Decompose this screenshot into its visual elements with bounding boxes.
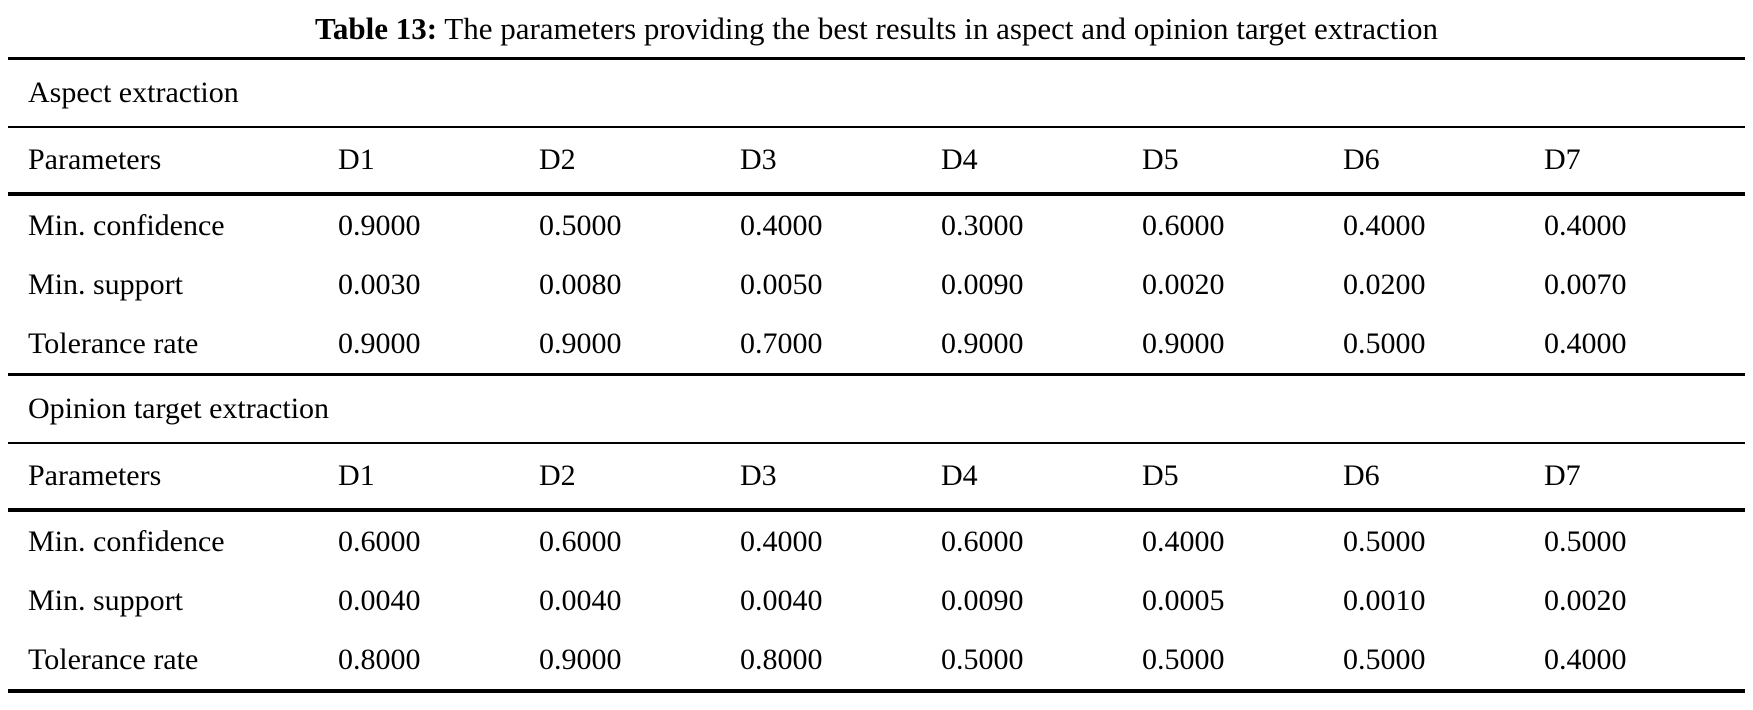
param-label: Min. support — [28, 267, 184, 301]
param-value: 0.9000 — [1141, 326, 1225, 360]
param-value: 0.4000 — [1543, 642, 1627, 676]
param-value: 0.0090 — [940, 583, 1024, 617]
param-value: 0.4000 — [1543, 208, 1627, 242]
column-header-d2: D2 — [539, 459, 576, 493]
param-value: 0.0040 — [539, 583, 622, 617]
column-header-d5: D5 — [1141, 459, 1179, 493]
table-caption: Table 13: The parameters providing the b… — [8, 6, 1745, 57]
column-header-d4: D4 — [940, 459, 978, 493]
param-value: 0.6000 — [1141, 208, 1225, 242]
column-header-d7: D7 — [1543, 459, 1581, 493]
param-label: Min. confidence — [28, 208, 225, 242]
table-row: Min. support 0.0040 0.0040 0.0040 0.0090… — [8, 571, 1745, 630]
table-row: Min. support 0.0030 0.0080 0.0050 0.0090… — [8, 255, 1745, 314]
column-header-parameters: Parameters — [28, 459, 162, 493]
column-header-row: Parameters D1 D2 D3 D4 D5 D6 D7 — [8, 443, 1745, 510]
param-value: 0.6000 — [338, 524, 421, 558]
param-value: 0.0010 — [1342, 583, 1426, 617]
param-value: 0.9000 — [338, 208, 421, 242]
param-value: 0.5000 — [1141, 642, 1225, 676]
param-label: Min. confidence — [28, 524, 225, 558]
table-row: Min. confidence 0.9000 0.5000 0.4000 0.3… — [8, 194, 1745, 255]
param-value: 0.6000 — [940, 524, 1024, 558]
table-caption-text: The parameters providing the best result… — [437, 11, 1438, 46]
section-header-opinion-target-extraction: Opinion target extraction — [8, 374, 1745, 444]
column-header-row: Parameters D1 D2 D3 D4 D5 D6 D7 — [8, 127, 1745, 194]
param-value: 0.9000 — [338, 326, 421, 360]
param-value: 0.5000 — [539, 208, 622, 242]
column-header-d4: D4 — [940, 143, 978, 177]
param-value: 0.0040 — [338, 583, 421, 617]
param-value: 0.0090 — [940, 267, 1024, 301]
param-value: 0.0050 — [740, 267, 823, 301]
param-value: 0.4000 — [1342, 208, 1426, 242]
column-header-d3: D3 — [740, 143, 777, 177]
param-value: 0.4000 — [740, 524, 823, 558]
table-row: Tolerance rate 0.9000 0.9000 0.7000 0.90… — [8, 314, 1745, 375]
param-value: 0.4000 — [740, 208, 823, 242]
param-value: 0.0030 — [338, 267, 421, 301]
column-header-d5: D5 — [1141, 143, 1179, 177]
table-row: Tolerance rate 0.8000 0.9000 0.8000 0.50… — [8, 630, 1745, 691]
column-header-d3: D3 — [740, 459, 777, 493]
column-header-d1: D1 — [338, 459, 375, 493]
param-value: 0.9000 — [940, 326, 1024, 360]
column-header-d1: D1 — [338, 143, 375, 177]
column-header-parameters: Parameters — [28, 143, 162, 177]
param-value: 0.0070 — [1543, 267, 1627, 301]
param-label: Min. support — [28, 583, 184, 617]
section-header-aspect-extraction: Aspect extraction — [8, 59, 1745, 128]
table-row: Min. confidence 0.6000 0.6000 0.4000 0.6… — [8, 510, 1745, 571]
param-value: 0.0020 — [1141, 267, 1225, 301]
param-value: 0.4000 — [1141, 524, 1225, 558]
table-caption-number: Table 13: — [315, 11, 438, 46]
param-value: 0.9000 — [539, 642, 622, 676]
param-value: 0.5000 — [1543, 524, 1627, 558]
param-value: 0.7000 — [740, 326, 823, 360]
section-title: Opinion target extraction — [28, 392, 330, 426]
param-value: 0.0080 — [539, 267, 622, 301]
column-header-d2: D2 — [539, 143, 576, 177]
param-label: Tolerance rate — [28, 326, 199, 360]
param-value: 0.8000 — [338, 642, 421, 676]
param-value: 0.5000 — [1342, 524, 1426, 558]
column-header-d6: D6 — [1342, 459, 1380, 493]
param-value: 0.5000 — [940, 642, 1024, 676]
param-value: 0.0040 — [740, 583, 823, 617]
parameters-table: Aspect extraction Parameters D1 D2 D3 D4… — [8, 57, 1745, 694]
param-value: 0.5000 — [1342, 326, 1426, 360]
param-value: 0.0005 — [1141, 583, 1225, 617]
param-value: 0.6000 — [539, 524, 622, 558]
param-value: 0.0200 — [1342, 267, 1426, 301]
column-header-d7: D7 — [1543, 143, 1581, 177]
param-value: 0.3000 — [940, 208, 1024, 242]
param-label: Tolerance rate — [28, 642, 199, 676]
column-header-d6: D6 — [1342, 143, 1380, 177]
section-title: Aspect extraction — [28, 76, 239, 110]
param-value: 0.4000 — [1543, 326, 1627, 360]
param-value: 0.5000 — [1342, 642, 1426, 676]
param-value: 0.8000 — [740, 642, 823, 676]
param-value: 0.9000 — [539, 326, 622, 360]
param-value: 0.0020 — [1543, 583, 1627, 617]
